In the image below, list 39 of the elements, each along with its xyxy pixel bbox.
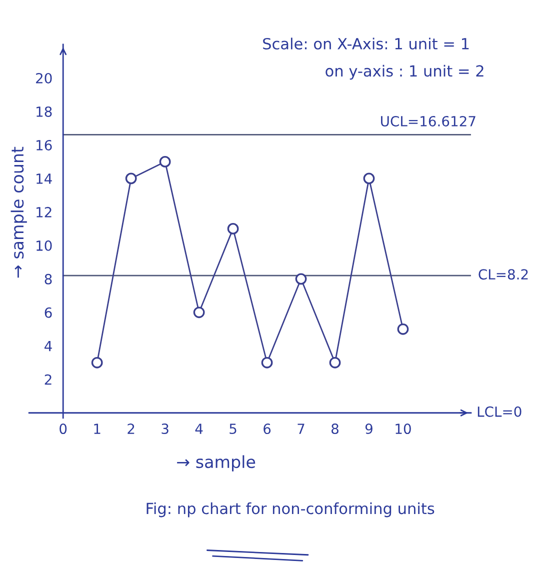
x-tick-label: 7 (298, 424, 304, 434)
text: Fig: np chart for non-conforming units (146, 502, 434, 518)
y-tick-label: 12 (36, 206, 52, 218)
annotation: on y-axis : 1 unit = 2 (326, 64, 484, 80)
y-tick-label: 20 (36, 72, 52, 84)
point (159, 156, 171, 168)
x-axis-title: → sample (177, 455, 256, 472)
ref-line-label: CL=8.2 (478, 269, 528, 280)
x-tick-label: 6 (264, 424, 271, 434)
y-tick-label: 8 (44, 274, 52, 284)
y-tick-label: 2 (44, 374, 52, 385)
point (91, 356, 103, 368)
y-tick-label: 16 (36, 140, 52, 150)
y-tick-label: 10 (36, 240, 52, 251)
x-tick-label: 8 (332, 424, 338, 434)
point (295, 273, 307, 285)
x-tick-label: 5 (230, 424, 236, 434)
x-tick-label: 2 (128, 424, 134, 434)
ref-line-label: UCL=16.6127 (381, 116, 476, 126)
point (193, 306, 205, 318)
x-tick-label: 4 (195, 424, 203, 434)
x-tick-label: 1 (94, 424, 100, 434)
y-tick-label: 18 (36, 106, 52, 117)
y-tick-label: 6 (44, 307, 52, 318)
point (363, 172, 375, 184)
point (261, 356, 273, 368)
x-tick-label: 10 (396, 424, 411, 434)
x-tick-label: 9 (365, 424, 372, 434)
point (125, 172, 137, 184)
y-axis-title: → sample count (10, 146, 27, 278)
text: LCL=0 (478, 406, 522, 417)
x-tick-label: 0 (60, 424, 67, 434)
annotation: Scale: on X-Axis: 1 unit = 1 (263, 38, 469, 50)
x-tick-label: 3 (162, 424, 168, 434)
point (227, 222, 239, 234)
point (397, 323, 409, 335)
y-tick-label: 14 (36, 174, 52, 184)
y-tick-label: 4 (44, 341, 52, 352)
point (329, 356, 341, 368)
